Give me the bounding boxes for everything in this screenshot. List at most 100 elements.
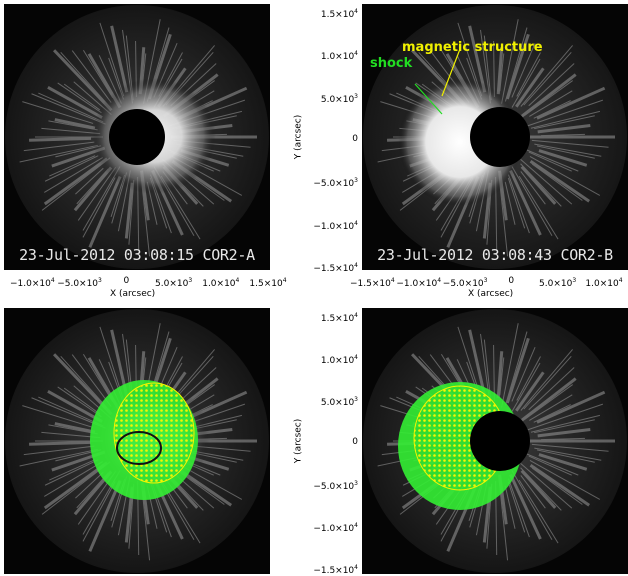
streamer-ray [71, 354, 112, 407]
streamer-ray [528, 63, 575, 107]
streamer-ray [528, 455, 572, 476]
cor2b-model-panel [362, 308, 628, 574]
x-tick-label: 0 [123, 276, 130, 286]
streamer-ray [38, 92, 104, 123]
streamer-ray [529, 156, 601, 196]
streamer-ray [110, 25, 129, 93]
streamer-ray [43, 461, 108, 510]
streamer-ray [520, 462, 573, 509]
streamer-ray [518, 479, 559, 544]
cor2a-image-panel: 23-Jul-2012 03:08:15 COR2-A [4, 4, 270, 270]
streamer-ray [88, 175, 122, 248]
streamer-ray [75, 167, 104, 195]
streamer-ray [511, 362, 541, 412]
streamer-ray [526, 453, 579, 476]
streamer-ray [511, 43, 536, 98]
streamer-ray [534, 419, 595, 434]
y-axis-title: Y (arcsec) [293, 418, 304, 464]
streamer-ray [511, 470, 553, 540]
streamer-ray [520, 377, 577, 422]
streamer-ray [499, 357, 505, 396]
streamer-ray [60, 51, 111, 108]
streamer-ray [508, 478, 530, 538]
x-tick-label: 1.0×104 [585, 277, 623, 289]
streamer-ray [57, 386, 102, 418]
occulter-disk [109, 109, 165, 165]
streamer-ray [524, 80, 573, 116]
streamer-ray [76, 168, 109, 205]
streamer-ray [526, 149, 579, 172]
occulter-disk [470, 411, 530, 471]
streamer-ray [534, 143, 602, 157]
streamer-ray [82, 481, 116, 542]
streamer-ray [529, 90, 573, 117]
streamer-ray [534, 115, 595, 130]
streamer-ray [509, 473, 542, 540]
streamer-ray [49, 155, 96, 177]
streamer-ray [501, 323, 519, 408]
streamer-ray [29, 440, 92, 446]
streamer-ray [536, 390, 606, 424]
streamer-ray [22, 405, 94, 428]
streamer-ray [505, 337, 530, 404]
streamer-ray [19, 448, 98, 467]
y-tick-label: −1.0×104 [313, 219, 358, 232]
streamer-ray [529, 460, 601, 500]
x-tick-label: −1.0×104 [10, 277, 55, 289]
x-tick-label: −1.0×104 [396, 277, 442, 289]
streamer-ray [511, 58, 541, 108]
streamer-ray [82, 353, 114, 403]
streamer-ray [505, 33, 530, 100]
streamer-ray [47, 390, 103, 423]
y-tick-label: 5.0×103 [320, 396, 358, 408]
occulter-disk [470, 107, 530, 167]
streamer-ray [31, 93, 106, 125]
streamer-ray [520, 45, 573, 107]
streamer-ray [44, 157, 103, 193]
streamer-ray [75, 471, 104, 499]
flux-rope-model [113, 382, 195, 484]
streamer-ray [520, 73, 577, 118]
cor2a-model-overlay [5, 309, 269, 573]
x-tick-label: −5.0×103 [57, 277, 102, 289]
streamer-ray [523, 355, 572, 410]
streamer-ray [88, 479, 122, 552]
panel-timestamp: 23-Jul-2012 03:08:43 COR2-B [377, 246, 613, 264]
streamer-ray [504, 181, 516, 225]
streamer-ray [518, 175, 559, 240]
cor2a-model-panel [4, 308, 270, 574]
streamer-ray [38, 396, 104, 427]
streamer-ray [531, 139, 609, 148]
streamer-ray [536, 86, 606, 120]
y-tick-label: −1.0×104 [313, 522, 358, 534]
streamer-ray [44, 461, 103, 497]
streamer-ray [99, 22, 125, 97]
x-tick-label: 5.0×103 [155, 277, 193, 289]
streamer-ray [520, 171, 546, 205]
x-tick-label: 1.0×104 [202, 277, 240, 289]
streamer-ray [71, 50, 112, 103]
streamer-ray [540, 133, 585, 137]
streamer-ray [531, 443, 609, 452]
magnetic-structure-annotation: magnetic structure [402, 40, 543, 55]
streamer-ray [54, 422, 96, 434]
y-tick-label: −5.0×103 [313, 480, 358, 492]
y-tick-label: 1.5×104 [320, 8, 358, 20]
streamer-ray [538, 149, 588, 167]
streamer-ray [128, 179, 135, 245]
streamer-ray [530, 414, 601, 433]
streamer-ray [531, 163, 583, 201]
x-axis-title: X (arcsec) [468, 289, 514, 299]
streamer-ray [57, 82, 102, 114]
streamer-ray [538, 453, 588, 471]
streamer-ray [516, 52, 541, 97]
streamer-ray [529, 394, 573, 421]
streamer-ray [22, 101, 94, 124]
x-tick-label: 0 [508, 276, 515, 286]
streamer-ray [54, 118, 96, 130]
streamer-ray [19, 144, 98, 163]
x-tick-label: 1.5×104 [249, 277, 287, 289]
streamer-ray [60, 355, 111, 412]
streamer-ray [44, 155, 99, 182]
magnetic-structure-pointer [441, 48, 461, 97]
